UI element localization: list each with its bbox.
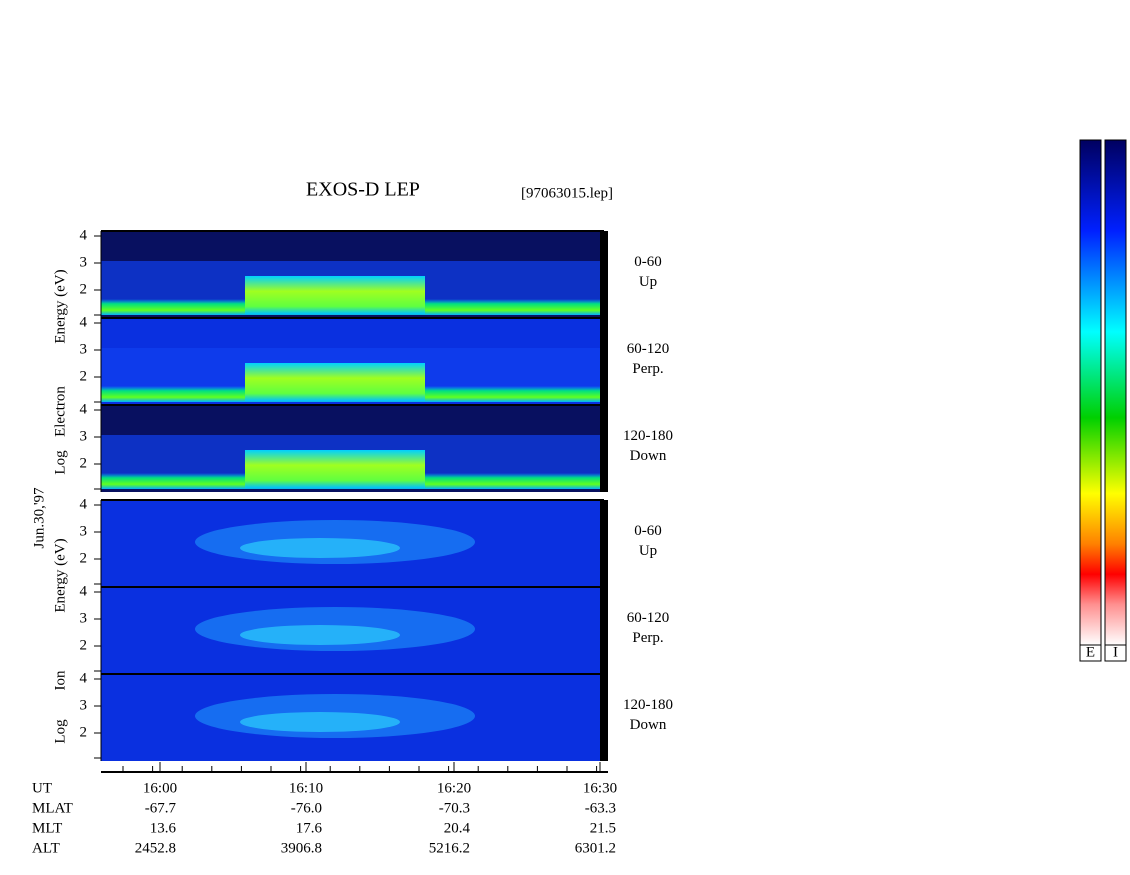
spectrograms: Log Electron Energy (eV) 4 3 2 0-60 Up 4 3 2 60-120… <box>52 227 673 761</box>
pitch-range: 60-120 <box>627 610 670 626</box>
cell: 3906.8 <box>281 840 322 856</box>
cell: -63.3 <box>585 800 616 816</box>
y-tick-label: 3 <box>80 341 88 357</box>
pitch-dir: Up <box>639 274 657 290</box>
y-tick-label: 3 <box>80 254 88 270</box>
pitch-range: 0-60 <box>634 254 662 270</box>
x-axis <box>101 762 608 773</box>
y-tick-label: 4 <box>80 314 88 330</box>
row-label: ALT <box>32 840 60 856</box>
y-tick-label: 3 <box>80 428 88 444</box>
heated-band <box>245 363 425 401</box>
y-tick-label: 3 <box>80 523 88 539</box>
heated-band <box>245 450 425 488</box>
y-tick-label: 2 <box>80 637 88 653</box>
pitch-dir: Perp. <box>632 361 663 377</box>
axis-label: Energy (eV) <box>52 269 68 343</box>
y-tick-label: 4 <box>80 401 88 417</box>
axis-label: Ion <box>52 670 68 690</box>
ion-core <box>240 625 400 645</box>
pitch-range: 120-180 <box>623 697 673 713</box>
row-label: UT <box>32 780 52 796</box>
pitch-dir: Down <box>630 717 667 733</box>
cell: 17.6 <box>296 820 323 836</box>
axis-label: Log <box>52 719 68 744</box>
pitch-range: 120-180 <box>623 428 673 444</box>
cell: 5216.2 <box>429 840 470 856</box>
colorbar <box>1079 139 1102 646</box>
colorbar-label: E <box>1086 644 1095 660</box>
y-tick-label: 4 <box>80 496 88 512</box>
right-edge <box>600 231 608 318</box>
pitch-dir: Up <box>639 543 657 559</box>
colorbar-label: I <box>1113 644 1118 660</box>
pitch-range: 60-120 <box>627 341 670 357</box>
ion-core <box>240 538 400 558</box>
y-tick-label: 3 <box>80 610 88 626</box>
y-tick-label: 4 <box>80 227 88 243</box>
cell: 16:00 <box>143 780 177 796</box>
right-edge <box>600 405 608 492</box>
right-edge <box>600 587 608 674</box>
y-tick-label: 4 <box>80 583 88 599</box>
axis-label: Log <box>52 450 68 475</box>
cell: 16:30 <box>583 780 617 796</box>
colorbar-label-box <box>1079 644 1102 662</box>
file-name: [97063015.lep] <box>521 185 613 201</box>
ion-core <box>240 712 400 732</box>
row-label: MLAT <box>32 800 73 816</box>
cell: 2452.8 <box>135 840 176 856</box>
row-label: MLT <box>32 820 62 836</box>
y-tick-label: 3 <box>80 697 88 713</box>
y-tick-label: 2 <box>80 550 88 566</box>
y-tick-label: 2 <box>80 368 88 384</box>
cell: -67.7 <box>145 800 177 816</box>
cell: -76.0 <box>291 800 322 816</box>
date: Jun.30,'97 <box>31 487 47 549</box>
cell: 16:10 <box>289 780 323 796</box>
right-edge <box>600 318 608 405</box>
right-edge <box>600 500 608 587</box>
pitch-range: 0-60 <box>634 523 662 539</box>
y-tick-label: 4 <box>80 670 88 686</box>
pitch-dir: Perp. <box>632 630 663 646</box>
y-tick-label: 2 <box>80 724 88 740</box>
axis-label: Energy (eV) <box>52 538 68 612</box>
y-tick-label: 2 <box>80 455 88 471</box>
heated-band <box>245 276 425 314</box>
cell: 6301.2 <box>575 840 616 856</box>
cell: 20.4 <box>444 820 471 836</box>
cell: 13.6 <box>150 820 177 836</box>
y-tick-label: 2 <box>80 281 88 297</box>
x-table: UT 16:00 16:10 16:20 16:30 MLAT -67.7 -76.0 -70.… <box>32 780 617 856</box>
cell: 21.5 <box>590 820 616 836</box>
cell: 16:20 <box>437 780 471 796</box>
right-edge <box>600 674 608 761</box>
axis-label: Electron <box>52 386 68 437</box>
title: EXOS-D LEP <box>306 179 420 201</box>
colorbar <box>1104 139 1127 646</box>
colorbar-label-box <box>1104 644 1127 662</box>
cell: -70.3 <box>439 800 470 816</box>
pitch-dir: Down <box>630 448 667 464</box>
